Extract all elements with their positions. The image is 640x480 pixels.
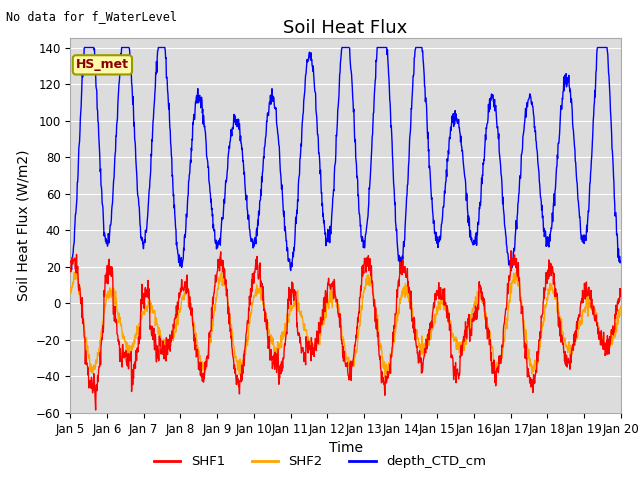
SHF1: [251, 270, 259, 276]
SHF2: [67, 286, 74, 291]
depth_CTD_cm: [176, 263, 184, 269]
SHF2: [504, 318, 511, 324]
Text: HS_met: HS_met: [76, 59, 129, 72]
Legend: SHF1, SHF2, depth_CTD_cm: SHF1, SHF2, depth_CTD_cm: [148, 450, 492, 473]
Text: No data for f_WaterLevel: No data for f_WaterLevel: [6, 10, 177, 23]
SHF1: [92, 407, 99, 413]
Title: Soil Heat Flux: Soil Heat Flux: [284, 19, 408, 37]
X-axis label: Time: Time: [328, 441, 363, 455]
Y-axis label: Soil Heat Flux (W/m2): Soil Heat Flux (W/m2): [17, 150, 30, 301]
depth_CTD_cm: [552, 172, 560, 178]
SHF1: [189, 321, 197, 327]
SHF1: [617, 293, 625, 299]
SHF1: [507, 248, 515, 253]
SHF1: [431, 294, 439, 300]
SHF1: [176, 293, 184, 299]
SHF2: [552, 294, 560, 300]
SHF1: [504, 292, 511, 298]
SHF1: [552, 293, 560, 299]
depth_CTD_cm: [504, 250, 511, 256]
Line: depth_CTD_cm: depth_CTD_cm: [70, 48, 621, 273]
SHF2: [251, 293, 259, 299]
depth_CTD_cm: [67, 257, 74, 263]
SHF2: [218, 269, 226, 275]
SHF2: [381, 375, 389, 381]
depth_CTD_cm: [397, 270, 405, 276]
depth_CTD_cm: [189, 121, 197, 127]
SHF2: [432, 314, 440, 320]
SHF2: [189, 316, 196, 322]
SHF1: [67, 266, 74, 272]
depth_CTD_cm: [432, 238, 440, 243]
depth_CTD_cm: [617, 258, 625, 264]
SHF2: [617, 303, 625, 309]
SHF2: [175, 308, 183, 313]
Line: SHF2: SHF2: [70, 272, 621, 378]
depth_CTD_cm: [251, 237, 259, 242]
Line: SHF1: SHF1: [70, 251, 621, 410]
depth_CTD_cm: [81, 45, 88, 50]
